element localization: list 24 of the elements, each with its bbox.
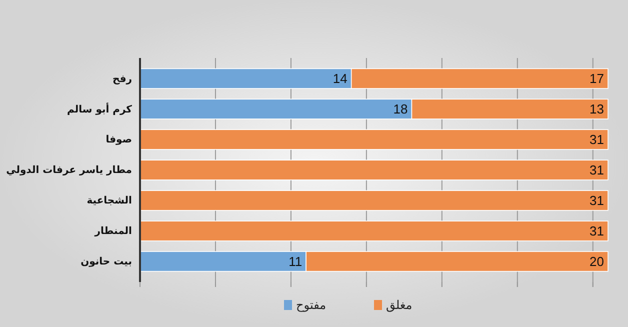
data-label: 11 (288, 254, 302, 269)
data-label: 31 (590, 132, 604, 148)
y-tick-label: بيت حانون (80, 256, 132, 268)
data-label: 18 (393, 102, 408, 117)
data-label: 14 (332, 71, 348, 86)
legend-item: مغلق (374, 298, 412, 312)
data-label: 31 (590, 162, 604, 178)
bar (140, 129, 608, 150)
y-tick-label: الشجاعية (86, 196, 132, 207)
data-label: 31 (590, 193, 604, 208)
bar (140, 220, 608, 242)
bar (140, 160, 608, 180)
y-tick-label: المنطار (94, 226, 132, 238)
y-tick-label: رفح (112, 74, 132, 85)
legend-item: مفتوح (284, 298, 326, 312)
data-label: 17 (590, 71, 604, 86)
bar (140, 190, 608, 211)
y-tick-label: مطار ياسر عرفات الدولي (6, 165, 132, 176)
data-label: 13 (590, 102, 604, 117)
y-tick-label: كرم أبو سالم (67, 102, 132, 116)
y-tick-label: صوفا (106, 134, 132, 146)
legend-label: مفتوح (296, 298, 326, 312)
data-label: 31 (590, 224, 604, 238)
data-label: 20 (590, 254, 604, 269)
